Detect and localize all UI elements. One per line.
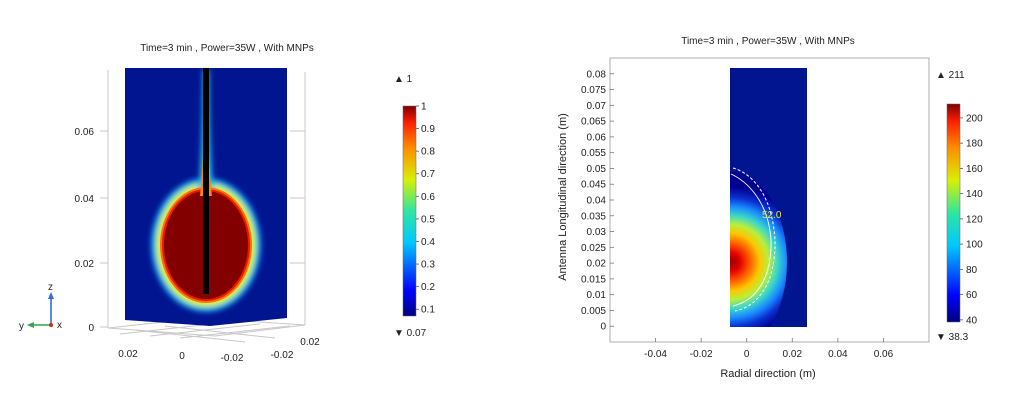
right-x-axis-label: Radial direction (m) xyxy=(720,368,815,380)
right-colorbar-tick-label: 80 xyxy=(966,265,978,276)
right-y-ticks: 0 0.005 0.01 0.015 0.02 0.025 0.03 0.035 0.04 0.0… xyxy=(581,69,614,333)
left-colorbar-tick-label: 0.5 xyxy=(421,214,435,225)
right-colorbar-tick-label: 60 xyxy=(966,290,978,301)
right-y-tick-label: 0.05 xyxy=(587,164,607,175)
right-contour-52 xyxy=(732,167,776,312)
right-colorbar-tick-label: 160 xyxy=(966,164,983,175)
triad-x-label: x xyxy=(57,320,62,331)
right-colorbar: ▲ 211 200 180 160 140 120 100 80 60 40 ▼ 38.3 xyxy=(936,70,983,343)
right-colorbar-tick-label: 120 xyxy=(966,214,983,225)
left-colorbar-gradient xyxy=(402,105,417,317)
right-y-axis-label: Antenna Longitudinal direction (m) xyxy=(557,113,569,281)
right-y-tick-label: 0.045 xyxy=(581,180,606,191)
left-heatmap xyxy=(125,68,287,326)
left-x-tick-neg0.02: -0.02 xyxy=(271,350,294,361)
left-colorbar-tick-label: 1 xyxy=(421,102,427,113)
right-colorbar-tick-label: 180 xyxy=(966,139,983,150)
right-y-tick-label: 0.035 xyxy=(581,211,606,222)
left-colorbar-tick-label: 0.6 xyxy=(421,192,435,203)
right-colorbar-tick-label: 200 xyxy=(966,113,983,124)
right-y-tick-label: 0.08 xyxy=(587,69,607,80)
left-colorbar: ▲ 1 1 0.9 0.8 0.7 0.6 0.5 0.4 0.3 0.2 0.1 ▼ 0.07 xyxy=(394,74,435,339)
right-2d-plot: Time=3 min , Power=35W , With MNPs 52.0 … xyxy=(557,36,983,380)
right-y-tick-label: 0.04 xyxy=(587,196,607,207)
right-y-tick-label: 0 xyxy=(600,322,606,333)
left-3d-plot: Time=3 min , Power=35W , With MNPs xyxy=(19,43,435,364)
right-x-tick-label: -0.04 xyxy=(644,349,667,360)
left-colorbar-max-label: ▲ 1 xyxy=(394,74,413,85)
right-y-tick-label: 0.01 xyxy=(587,290,607,301)
right-y-tick-label: 0.03 xyxy=(587,227,607,238)
left-y-tick-0: 0 xyxy=(179,351,185,362)
left-colorbar-min-label: ▼ 0.07 xyxy=(394,328,427,339)
left-colorbar-ticks: 1 0.9 0.8 0.7 0.6 0.5 0.4 0.3 0.2 0.1 xyxy=(416,102,435,316)
right-colorbar-tick-label: 100 xyxy=(966,240,983,251)
right-x-tick-label: 0.02 xyxy=(783,349,803,360)
left-z-tick-0.02: 0.02 xyxy=(75,259,95,270)
left-z-tick-marks xyxy=(100,130,305,328)
left-z-tick-0.06: 0.06 xyxy=(75,127,95,138)
right-y-tick-label: 0.025 xyxy=(581,243,606,254)
right-y-tick-label: 0.005 xyxy=(581,306,606,317)
right-colorbar-tick-label: 40 xyxy=(966,315,978,326)
left-colorbar-tick-label: 0.9 xyxy=(421,124,435,135)
left-x-tick-0.02: 0.02 xyxy=(300,337,320,348)
left-colorbar-tick-label: 0.2 xyxy=(421,282,435,293)
right-contour-label: 52.0 xyxy=(762,210,782,221)
right-y-tick-label: 0.055 xyxy=(581,148,606,159)
right-x-tick-label: 0.04 xyxy=(828,349,848,360)
right-colorbar-max-label: ▲ 211 xyxy=(936,70,965,81)
axis-triad: z y x xyxy=(19,282,62,332)
triad-z-label: z xyxy=(48,282,53,293)
right-y-tick-label: 0.06 xyxy=(587,132,607,143)
left-colorbar-tick-label: 0.7 xyxy=(421,169,435,180)
right-colorbar-gradient xyxy=(946,103,961,323)
right-x-ticks: -0.04 -0.02 0 0.02 0.04 0.06 xyxy=(644,338,894,360)
left-z-tick-0: 0 xyxy=(88,323,94,334)
right-x-tick-label: 0 xyxy=(744,349,750,360)
left-probe xyxy=(203,68,209,294)
right-plot-title: Time=3 min , Power=35W , With MNPs xyxy=(681,36,855,47)
right-y-tick-label: 0.02 xyxy=(587,259,607,270)
triad-y-label: y xyxy=(19,321,24,332)
left-colorbar-tick-label: 0.3 xyxy=(421,260,435,271)
right-y-tick-label: 0.065 xyxy=(581,117,606,128)
left-plot-title: Time=3 min , Power=35W , With MNPs xyxy=(140,43,314,54)
right-colorbar-min-label: ▼ 38.3 xyxy=(936,332,969,343)
right-colorbar-ticks: 200 180 160 140 120 100 80 60 40 xyxy=(960,113,983,326)
left-y-tick-0.02: 0.02 xyxy=(118,349,138,360)
left-z-tick-0.04: 0.04 xyxy=(75,194,95,205)
right-y-tick-label: 0.015 xyxy=(581,274,606,285)
right-x-tick-label: -0.02 xyxy=(690,349,713,360)
right-hotspot xyxy=(730,172,787,327)
left-colorbar-tick-label: 0.4 xyxy=(421,237,435,248)
left-colorbar-tick-label: 0.8 xyxy=(421,147,435,158)
left-y-tick-neg0.02: -0.02 xyxy=(221,353,244,364)
left-colorbar-tick-label: 0.1 xyxy=(421,305,435,316)
right-y-tick-label: 0.075 xyxy=(581,85,606,96)
right-y-tick-label: 0.07 xyxy=(587,101,607,112)
right-x-tick-label: 0.06 xyxy=(874,349,894,360)
right-heatmap: 52.0 xyxy=(730,68,807,327)
right-colorbar-tick-label: 140 xyxy=(966,189,983,200)
